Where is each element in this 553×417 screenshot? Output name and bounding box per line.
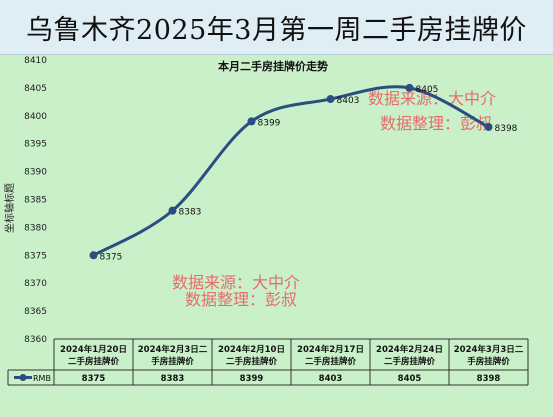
x-category-label: 2024年2月24日 [376,344,443,355]
y-tick-label: 8370 [24,279,47,289]
legend-marker [19,374,27,381]
legend-series-name: RMB [33,374,51,383]
data-point [326,95,335,104]
watermark-bottom: 数据来源：大中介 数据整理：彭叔 [172,273,300,309]
y-tick-label: 8410 [24,56,47,66]
y-tick-label: 8400 [24,112,47,122]
data-label: 8399 [258,118,281,128]
data-point [247,117,256,126]
y-tick-label: 8360 [24,335,47,345]
data-point [405,83,414,92]
chart-title: 本月二手房挂牌价走势 [218,59,328,73]
table-value: 8405 [398,374,422,384]
table-value: 8399 [240,374,264,384]
data-point [484,122,493,131]
x-category-label: 二手房挂牌价 [305,356,357,367]
banner-title: 乌鲁木齐2025年3月第一周二手房挂牌价 [26,15,527,46]
data-label: 8383 [179,208,202,218]
watermark-editor: 数据整理：彭叔 [185,290,297,309]
title-banner: 乌鲁木齐2025年3月第一周二手房挂牌价 [0,0,553,55]
y-tick-label: 8365 [24,307,47,317]
y-tick-label: 8385 [24,196,47,206]
watermark-source: 数据来源：大中介 [368,89,496,108]
x-category-label: 二手房挂牌价 [68,356,120,367]
table-value: 8398 [477,374,501,384]
data-labels: 8375 8383 8399 8403 8405 8398 [100,85,518,262]
series-line-rmb [92,85,490,257]
watermark-top: 数据来源：大中介 数据整理：彭叔 [368,89,496,133]
y-tick-label: 8390 [24,168,47,178]
data-label: 8398 [495,124,518,134]
data-label: 8403 [337,96,360,106]
y-tick-label: 8405 [24,84,47,94]
x-category-label: 2024年3月3日二 [454,344,524,355]
y-tick-label: 8395 [24,140,47,150]
data-point [168,206,177,215]
data-table: 2024年1月20日二手房挂牌价83752024年2月3日二手房挂牌价83832… [7,338,529,386]
y-axis-title: 坐标轴标题 [3,183,16,233]
watermark-editor: 数据整理：彭叔 [380,114,492,133]
data-label: 8375 [100,252,123,262]
x-category-label: 手房挂牌价 [151,356,194,367]
y-tick-label: 8380 [24,223,47,233]
x-category-label: 2024年2月17日 [297,344,364,355]
line-chart: 本月二手房挂牌价走势 坐标轴标题 8360 8365 8370 8375 8380 838… [3,56,529,386]
table-value: 8403 [319,374,343,384]
x-category-label: 二手房挂牌价 [226,356,278,367]
x-category-label: 2024年2月10日 [218,344,285,355]
watermark-source: 数据来源：大中介 [172,273,300,292]
x-category-label: 二手房挂牌价 [384,356,436,367]
y-tick-label: 8375 [24,251,47,261]
data-points [89,83,493,260]
x-category-label: 手房挂牌价 [467,356,510,367]
data-point [89,251,98,260]
data-label: 8405 [416,85,439,95]
table-value: 8375 [82,374,106,384]
y-axis: 8360 8365 8370 8375 8380 8385 8390 8395 8400 8405… [24,56,47,345]
x-category-label: 2024年1月20日 [60,344,127,355]
table-value: 8383 [161,374,185,384]
x-category-label: 2024年2月3日二 [138,344,208,355]
